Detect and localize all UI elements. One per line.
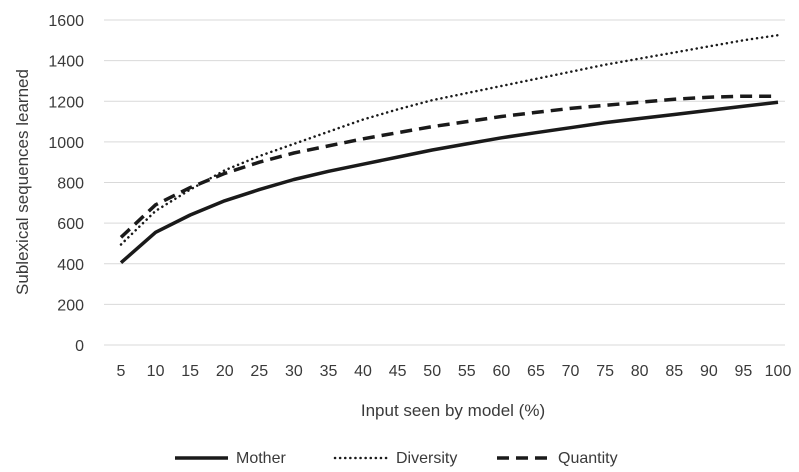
y-tick-label: 800 xyxy=(57,176,84,193)
x-tick-label: 95 xyxy=(735,363,753,380)
series-line-diversity xyxy=(119,33,780,246)
legend: Mother Diversity Quantity xyxy=(175,450,618,467)
x-tick-label: 70 xyxy=(562,363,580,380)
x-axis-ticks: 5 10 15 20 25 30 35 40 45 50 55 60 65 70 75 80 85 90 95 100 xyxy=(117,363,792,380)
x-tick-label: 80 xyxy=(631,363,649,380)
y-tick-label: 400 xyxy=(57,257,84,274)
x-tick-label: 65 xyxy=(527,363,545,380)
series-lines xyxy=(119,33,780,265)
x-tick-label: 35 xyxy=(320,363,338,380)
series-line-quantity xyxy=(119,94,778,239)
y-tick-label: 200 xyxy=(57,297,84,314)
x-tick-label: 25 xyxy=(250,363,268,380)
x-tick-label: 85 xyxy=(665,363,683,380)
y-tick-label: 600 xyxy=(57,216,84,233)
x-tick-label: 10 xyxy=(147,363,165,380)
x-tick-label: 100 xyxy=(765,363,792,380)
y-axis-title: Sublexical sequences learned xyxy=(13,69,32,295)
x-tick-label: 30 xyxy=(285,363,303,380)
x-tick-label: 55 xyxy=(458,363,476,380)
x-tick-label: 15 xyxy=(181,363,199,380)
x-tick-label: 5 xyxy=(117,363,126,380)
x-tick-label: 50 xyxy=(423,363,441,380)
y-tick-label: 0 xyxy=(75,338,84,355)
legend-label-diversity: Diversity xyxy=(396,450,457,467)
legend-label-quantity: Quantity xyxy=(558,450,618,467)
y-tick-label: 1000 xyxy=(48,135,84,152)
x-tick-label: 90 xyxy=(700,363,718,380)
gridlines xyxy=(104,19,785,346)
x-tick-label: 40 xyxy=(354,363,372,380)
legend-label-mother: Mother xyxy=(236,450,286,467)
x-tick-label: 75 xyxy=(596,363,614,380)
y-axis-ticks: 0 200 400 600 800 1000 1200 1400 1600 xyxy=(48,13,84,355)
y-tick-label: 1600 xyxy=(48,13,84,30)
y-tick-label: 1200 xyxy=(48,94,84,111)
x-tick-label: 20 xyxy=(216,363,234,380)
series-line-mother xyxy=(119,100,779,265)
x-tick-label: 60 xyxy=(492,363,510,380)
x-axis-title: Input seen by model (%) xyxy=(361,401,545,420)
x-tick-label: 45 xyxy=(389,363,407,380)
y-tick-label: 1400 xyxy=(48,54,84,71)
